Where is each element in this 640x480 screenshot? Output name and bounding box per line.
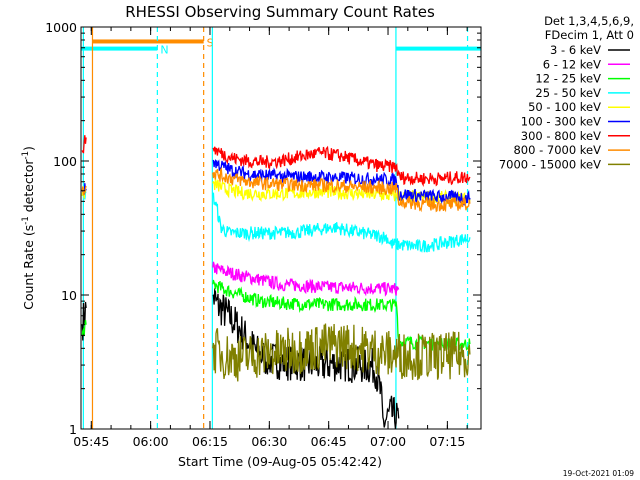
y-axis: 1 10 100 1000 [45,20,481,437]
x-tick-label-3: 06:30 [251,434,287,449]
legend-label-7: 800 - 7000 keV [513,143,601,157]
flag-bar-0 [92,39,204,44]
x-tick-label-4: 06:45 [311,434,347,449]
y-axis-label-sup-2: -1 [21,151,31,159]
series-line-8-segment-0 [212,323,471,382]
y-axis-label-part-1: Count Rate (s [21,225,36,310]
legend-label-3: 25 - 50 keV [535,86,601,100]
series-line-0-segment-0 [81,301,87,341]
y-tick-label-3: 1000 [45,20,77,35]
plot-frame [80,26,482,430]
series-line-2-segment-1 [212,279,471,352]
y-tick-label-0: 1 [69,422,77,437]
series-line-3-segment-1 [212,192,471,253]
legend-label-2: 12 - 25 keV [535,72,601,86]
series-line-5-segment-1 [212,158,471,207]
series-line-7-segment-1 [212,167,471,213]
series-line-7-segment-0 [81,185,87,196]
legend-label-0: 3 - 6 keV [550,43,601,57]
flag-bars: SN [81,36,481,57]
flag-bar-2 [395,46,481,51]
x-tick-label-6: 07:15 [429,434,465,449]
series-line-1-segment-0 [212,261,400,297]
flag-bar-label-1: N [160,44,168,57]
legend-header-line-2: FDecim 1, Att 0 [545,28,634,42]
legend-label-8: 7000 - 15000 keV [499,157,601,171]
legend-label-4: 50 - 100 keV [528,100,601,114]
legend-header: Det 1,3,4,5,6,9, FDecim 1, Att 0 [544,14,634,42]
series-line-6-segment-1 [212,145,471,188]
x-axis-label: Start Time (09-Aug-05 05:42:42) [178,454,382,469]
series-line-2-segment-0 [81,320,87,337]
y-axis-label-part-3: ) [21,146,36,151]
y-axis-label-part-2: detector [21,159,36,217]
y-tick-label-2: 100 [53,154,77,169]
x-tick-label-0: 05:45 [73,434,109,449]
legend-label-6: 300 - 800 keV [521,129,601,143]
series-line-6-segment-0 [81,135,87,154]
legend-header-line-1: Det 1,3,4,5,6,9, [544,14,634,28]
footer-timestamp: 19-Oct-2021 01:09 [563,469,634,478]
legend-label-5: 100 - 300 keV [521,115,601,129]
x-tick-label-2: 06:15 [192,434,228,449]
flag-bar-1 [81,46,158,51]
y-tick-label-1: 10 [61,288,77,303]
chart-title: RHESSI Observing Summary Count Rates [125,3,435,21]
x-tick-label-1: 06:00 [133,434,169,449]
x-tick-label-5: 07:00 [370,434,406,449]
series-lines [81,135,471,429]
flag-bar-label-0: S [207,36,214,49]
y-axis-label: Count Rate (s-1 detector-1) [21,146,36,310]
y-axis-label-sup-1: -1 [21,216,31,224]
legend-label-1: 6 - 12 keV [543,57,601,71]
x-axis: 05:45 06:00 06:15 06:30 06:45 07:00 07:15 [73,27,468,449]
